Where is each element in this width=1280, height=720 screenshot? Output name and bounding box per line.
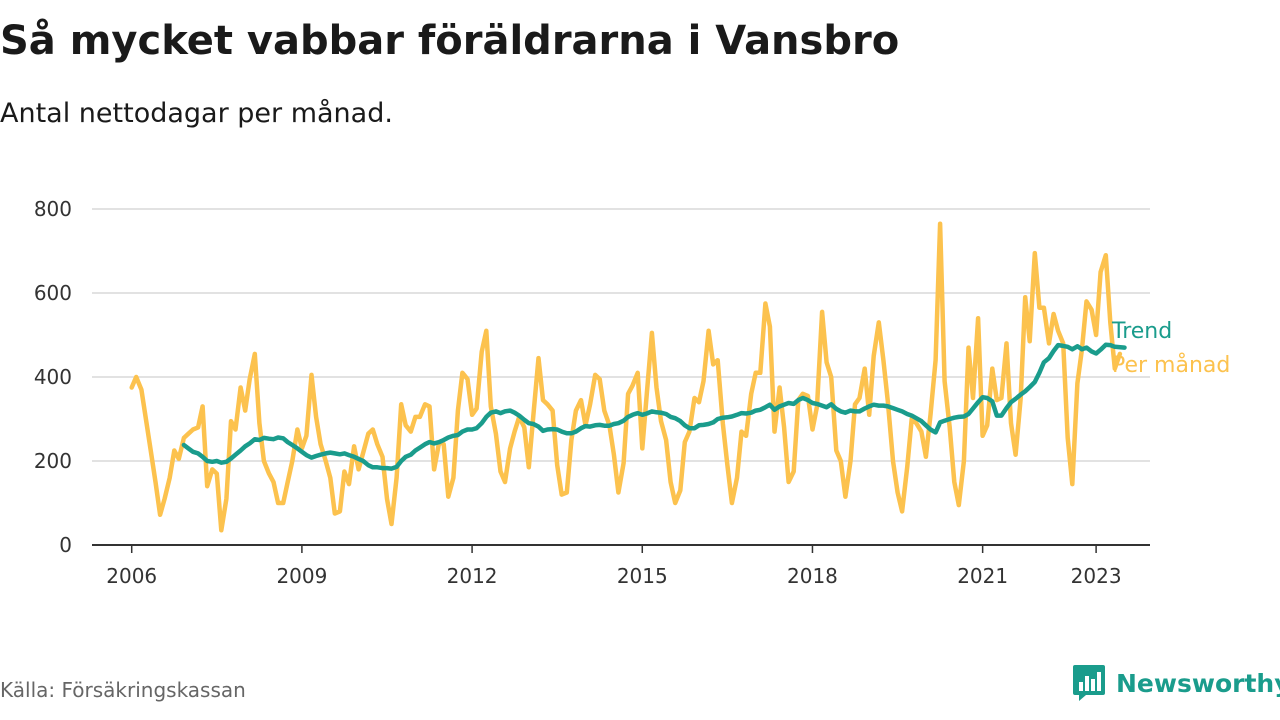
x-tick-label: 2009 bbox=[276, 564, 327, 588]
x-tick-label: 2023 bbox=[1071, 564, 1122, 588]
legend-label-0: Trend bbox=[1111, 319, 1172, 344]
x-tick-label: 2021 bbox=[957, 564, 1008, 588]
x-tick-label: 2012 bbox=[447, 564, 498, 588]
y-tick-label: 200 bbox=[34, 449, 72, 473]
legend: Trend Per månad bbox=[1111, 319, 1230, 378]
y-tick-label: 600 bbox=[34, 281, 72, 305]
y-axis-ticks: 0 200 400 600 800 bbox=[34, 197, 72, 557]
y-tick-label: 400 bbox=[34, 365, 72, 389]
chart-subtitle: Antal nettodagar per månad. bbox=[0, 98, 393, 129]
x-tick-label: 2015 bbox=[617, 564, 668, 588]
source-note: Källa: Försäkringskassan bbox=[0, 678, 246, 702]
x-tick-label: 2018 bbox=[787, 564, 838, 588]
series-line-per-m-nad bbox=[129, 221, 1123, 533]
x-axis-ticks: 2006 2009 2012 2015 2018 2021 2023 bbox=[106, 545, 1122, 588]
series-line-trend bbox=[181, 342, 1127, 471]
y-tick-label: 800 bbox=[34, 197, 72, 221]
legend-label-1: Per månad bbox=[1112, 352, 1230, 378]
bar-chart-speech-bubble-icon bbox=[1073, 665, 1105, 701]
x-tick-label: 2006 bbox=[106, 564, 157, 588]
brand-name: Newsworthy bbox=[1116, 668, 1280, 698]
series-lines bbox=[129, 221, 1127, 533]
chart-title: Så mycket vabbar föräldrarna i Vansbro bbox=[0, 18, 900, 64]
y-tick-label: 0 bbox=[59, 533, 72, 557]
brand-logo[interactable]: Newsworthy bbox=[1072, 664, 1280, 702]
